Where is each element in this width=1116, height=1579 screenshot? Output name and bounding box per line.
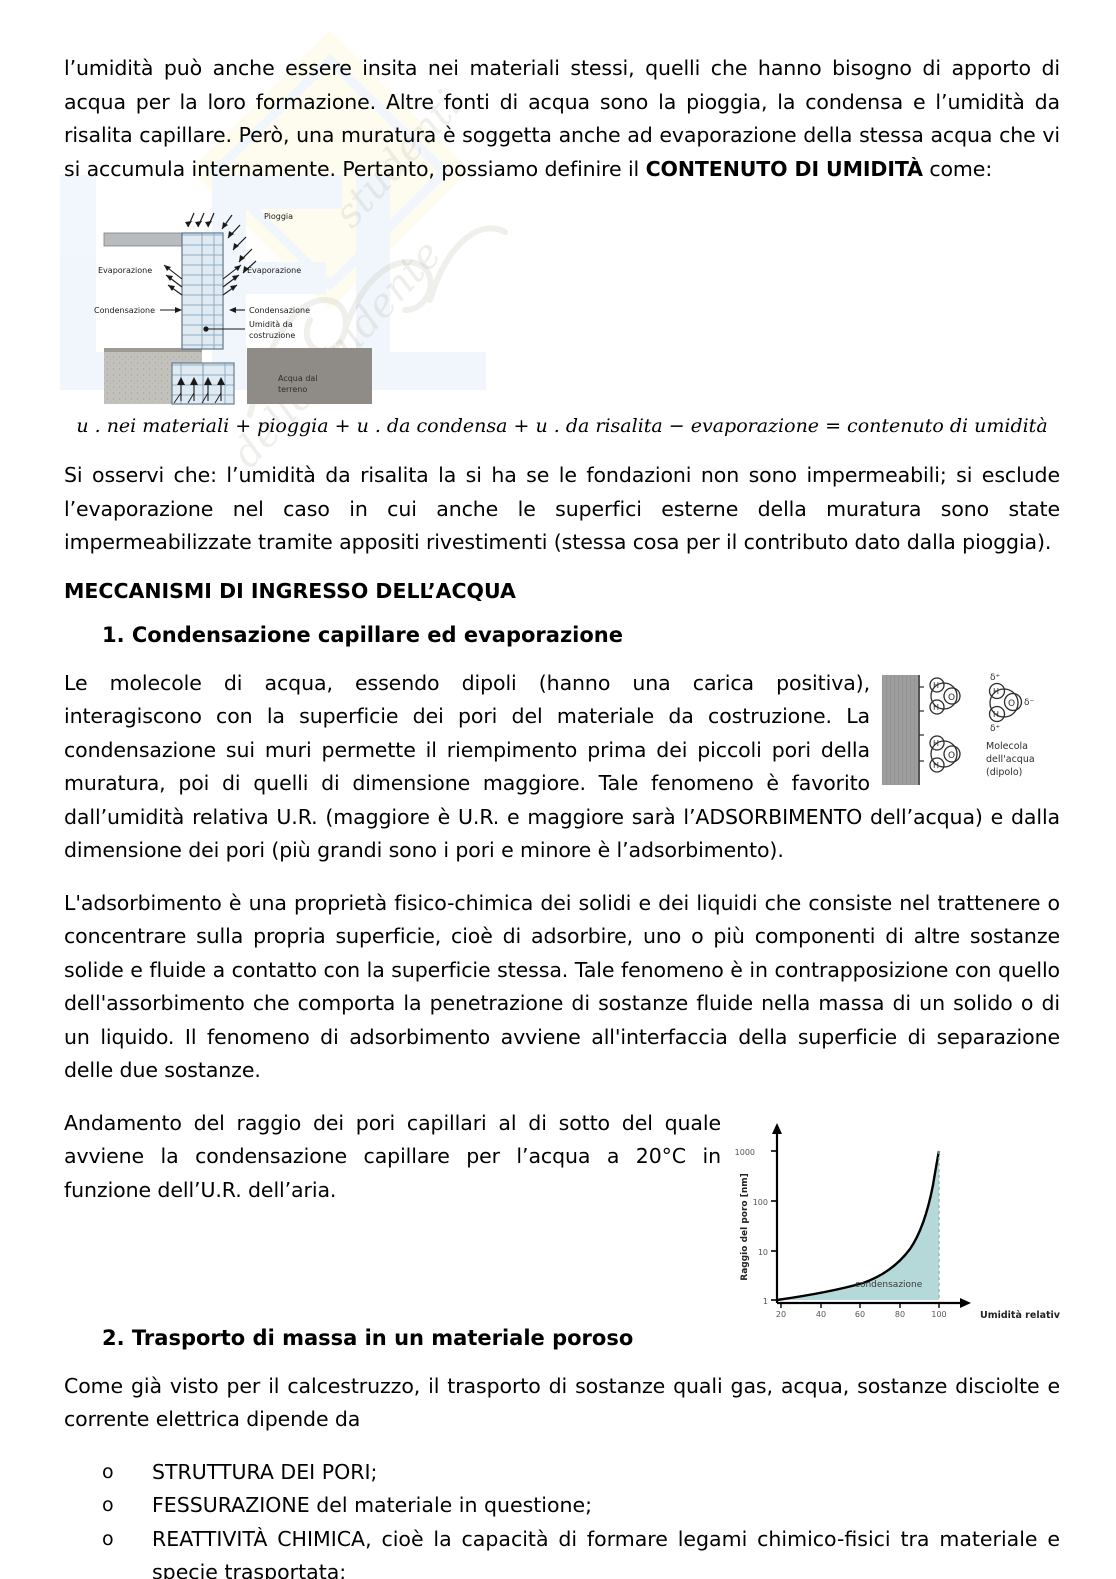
- chart-xlabel: Umidità relativa (%): [980, 1310, 1060, 1320]
- heading-condensazione-capillare: 1. Condensazione capillare ed evaporazio…: [102, 622, 623, 647]
- chart-xtick-20: 20: [776, 1310, 786, 1319]
- paragraph-intro: l’umidità può anche essere insita nei ma…: [64, 52, 1060, 186]
- paragraph-adsorbimento: L'adsorbimento è una proprietà fisico-ch…: [64, 890, 1060, 1083]
- wall-label-ground-water-1: Acqua dal: [278, 374, 318, 383]
- molecule-h-free-1: H: [993, 687, 999, 696]
- heading-meccanismi-ingresso-acqua: MECCANISMI DI INGRESSO DELL’ACQUA: [64, 578, 516, 603]
- block-raggio-pori: 1000 100 10 1 Raggio del poro [nm]: [64, 1107, 1060, 1326]
- list-item-label: FESSURAZIONE del materiale in questione;: [152, 1493, 593, 1517]
- chart-xtick-60: 60: [855, 1310, 865, 1319]
- chart-y-axis-arrow: [772, 1122, 782, 1134]
- pore-radius-chart: 1000 100 10 1 Raggio del poro [nm]: [735, 1115, 1060, 1321]
- water-molecule-diagram: H H O H H O: [882, 669, 1060, 787]
- molecule-h-free-2: H: [993, 710, 999, 719]
- molecule-caption-1: Molecola: [986, 741, 1028, 752]
- chart-condensation-area: [777, 1150, 939, 1300]
- chart-ytick-10: 10: [758, 1248, 768, 1257]
- paragraph-osservazione: Si osservi che: l’umidità da risalita la…: [64, 463, 1060, 554]
- block-molecole-acqua: H H O H H O: [64, 667, 1060, 887]
- molecule-o-bottom: O: [948, 751, 955, 761]
- chart-ytick-100: 100: [753, 1198, 768, 1207]
- chart-curve: [776, 1150, 941, 1301]
- molecule-h-top-1: H: [933, 681, 939, 690]
- paragraph-intro-part2: come:: [922, 156, 993, 181]
- chart-xtick-40: 40: [816, 1310, 826, 1319]
- list-item: o STRUTTURA DEI PORI;: [94, 1456, 1060, 1490]
- heading-trasporto-di-massa: 2. Trasporto di massa in un materiale po…: [102, 1325, 634, 1350]
- chart-x-axis-arrow: [960, 1297, 971, 1308]
- list-marker: o: [102, 1494, 114, 1516]
- wall-label-construction-moisture-1: Umidità da: [249, 320, 293, 329]
- wall-label-rain: Pioggia: [264, 212, 293, 221]
- list-marker: o: [102, 1460, 114, 1483]
- paragraph-intro-part1: l’umidità può anche essere insita nei ma…: [64, 56, 1060, 181]
- wall-label-ground-water-2: terreno: [278, 385, 307, 394]
- wall-moisture-diagram: Pioggia Evaporazione: [82, 205, 402, 405]
- list-marker: o: [102, 1527, 114, 1550]
- chart-xtick-100: 100: [931, 1310, 946, 1319]
- list-item: o FESSURAZIONE del materiale in question…: [94, 1489, 1060, 1523]
- molecule-h-bottom-1: H: [933, 739, 939, 748]
- paragraph-trasporto: Come già visto per il calcestruzzo, il t…: [64, 1373, 1060, 1432]
- paragraph-andamento-raggio: Andamento del raggio dei pori capillari …: [64, 1110, 721, 1202]
- chart-annotation-condensazione: condensazione: [855, 1280, 923, 1290]
- molecule-delta-plus-top: δ⁺: [990, 673, 1001, 683]
- molecule-h-bottom-2: H: [933, 761, 939, 770]
- paragraph-molecole-acqua: Le molecole di acqua, essendo dipoli (ha…: [64, 670, 1060, 863]
- molecule-h-top-2: H: [933, 703, 939, 712]
- wall-label-condensation-right: Condensazione: [249, 306, 310, 315]
- wall-label-evaporation-left: Evaporazione: [98, 266, 152, 275]
- wall-label-construction-moisture-2: costruzione: [249, 331, 295, 340]
- molecule-caption-2: dell'acqua: [986, 754, 1035, 765]
- molecule-o-top: O: [948, 693, 955, 703]
- wall-label-evaporation-right: Evaporazione: [247, 266, 301, 275]
- list-item-label: STRUTTURA DEI PORI;: [152, 1459, 378, 1484]
- chart-xtick-80: 80: [895, 1310, 905, 1319]
- list-item: o REATTIVITÀ CHIMICA, cioè la capacità d…: [94, 1523, 1060, 1579]
- chart-ytick-1: 1: [763, 1297, 768, 1306]
- wall-label-condensation-left: Condensazione: [94, 306, 155, 315]
- chart-ytick-1000: 1000: [735, 1148, 755, 1157]
- term-contenuto-di-umidita: CONTENUTO DI UMIDITÀ: [645, 156, 923, 181]
- molecule-o-free: O: [1008, 699, 1015, 709]
- transport-factors-list: o STRUTTURA DEI PORI; o FESSURAZIONE del…: [64, 1456, 1060, 1579]
- moisture-content-formula: u . nei materiali + pioggia + u . da con…: [76, 415, 1048, 437]
- list-item-label: REATTIVITÀ CHIMICA, cioè la capacità di …: [152, 1526, 1060, 1579]
- chart-ylabel: Raggio del poro [nm]: [740, 1173, 750, 1280]
- molecule-caption-3: (dipolo): [986, 767, 1022, 778]
- molecule-delta-plus-bottom: δ⁺: [990, 724, 1001, 734]
- molecule-delta-minus: δ⁻: [1024, 698, 1035, 708]
